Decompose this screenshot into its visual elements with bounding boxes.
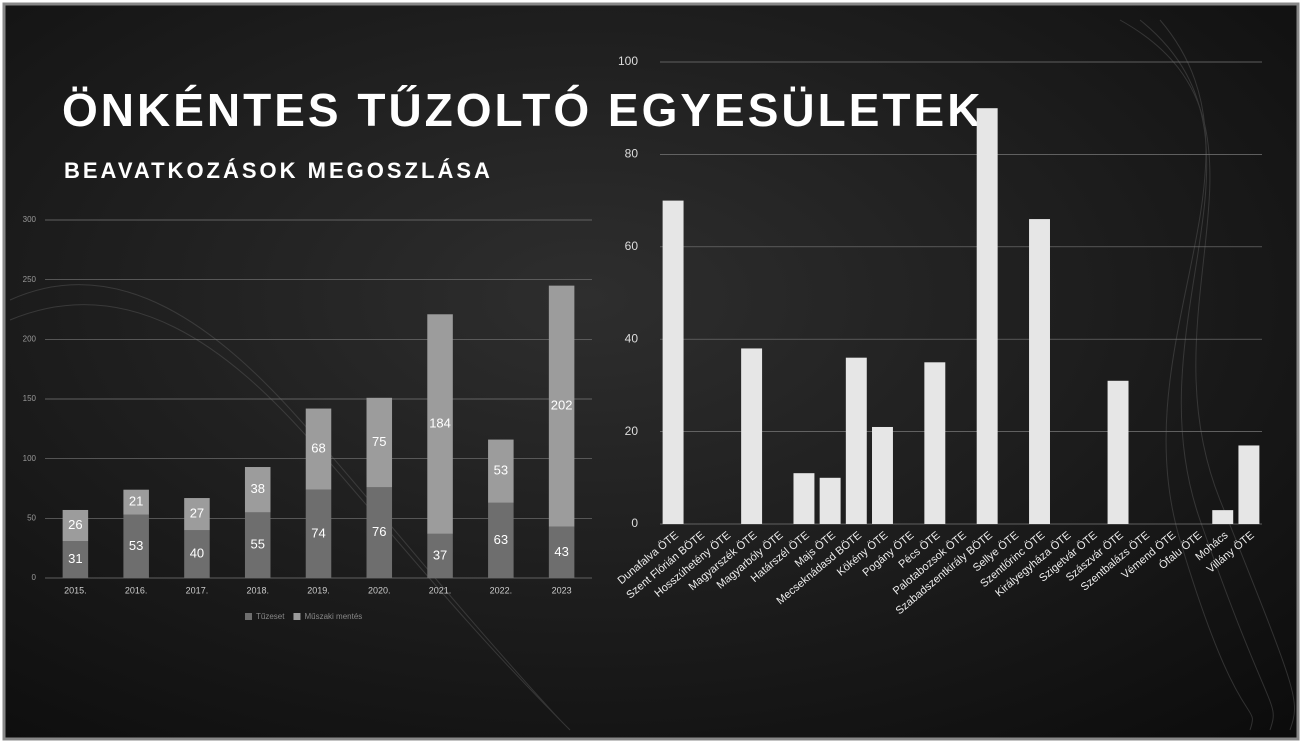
value-label: 184 [429,415,451,430]
x-tick-label: 2016. [125,585,148,595]
x-tick-label: 2018. [246,585,269,595]
bar [872,427,893,524]
y-tick-label: 50 [27,513,36,522]
value-label: 202 [551,398,573,413]
y-tick-label: 300 [23,215,37,224]
bar [663,201,684,524]
slide: ÖNKÉNTES TŰZOLTÓ EGYESÜLETEK BEAVATKOZÁS… [0,0,1302,743]
x-tick-label: 2019. [307,585,330,595]
title: ÖNKÉNTES TŰZOLTÓ EGYESÜLETEK [62,84,983,136]
legend-swatch [293,613,300,620]
x-tick-label: 2015. [64,585,87,595]
x-tick-label: 2017. [186,585,209,595]
value-label: 26 [68,517,82,532]
bar [1108,381,1129,524]
y-tick-label: 0 [631,516,638,530]
x-tick-label: 2023 [552,585,572,595]
value-label: 38 [250,481,264,496]
value-label: 55 [250,537,264,552]
y-tick-label: 80 [625,147,639,161]
bar [1238,445,1259,524]
page: ÖNKÉNTES TŰZOLTÓ EGYESÜLETEK BEAVATKOZÁS… [0,0,1302,743]
value-label: 31 [68,551,82,566]
bar [1212,510,1233,524]
y-tick-label: 200 [23,334,37,343]
value-label: 27 [190,506,204,521]
legend-swatch [245,613,252,620]
bar [820,478,841,524]
value-label: 53 [129,538,143,553]
y-tick-label: 250 [23,275,37,284]
legend-label: Tűzeset [256,612,285,621]
value-label: 68 [311,441,325,456]
value-label: 43 [554,544,568,559]
bar [924,362,945,524]
bar [793,473,814,524]
x-tick-label: 2021. [429,585,452,595]
y-tick-label: 100 [23,454,37,463]
bar [846,358,867,524]
value-label: 53 [494,463,508,478]
legend-label: Műszaki mentés [304,612,362,621]
bar [977,108,998,524]
y-tick-label: 150 [23,394,37,403]
x-tick-label: 2020. [368,585,391,595]
bar [1029,219,1050,524]
y-tick-label: 60 [625,239,639,253]
subtitle: BEAVATKOZÁSOK MEGOSZLÁSA [64,158,493,183]
y-tick-label: 0 [32,573,37,582]
y-tick-label: 20 [625,424,639,438]
value-label: 76 [372,524,386,539]
value-label: 37 [433,547,447,562]
x-tick-label: 2022. [490,585,513,595]
bar [741,348,762,524]
y-tick-label: 40 [625,331,639,345]
value-label: 75 [372,434,386,449]
y-tick-label: 100 [618,54,638,68]
value-label: 21 [129,494,143,509]
value-label: 74 [311,525,325,540]
value-label: 63 [494,532,508,547]
value-label: 40 [190,546,204,561]
